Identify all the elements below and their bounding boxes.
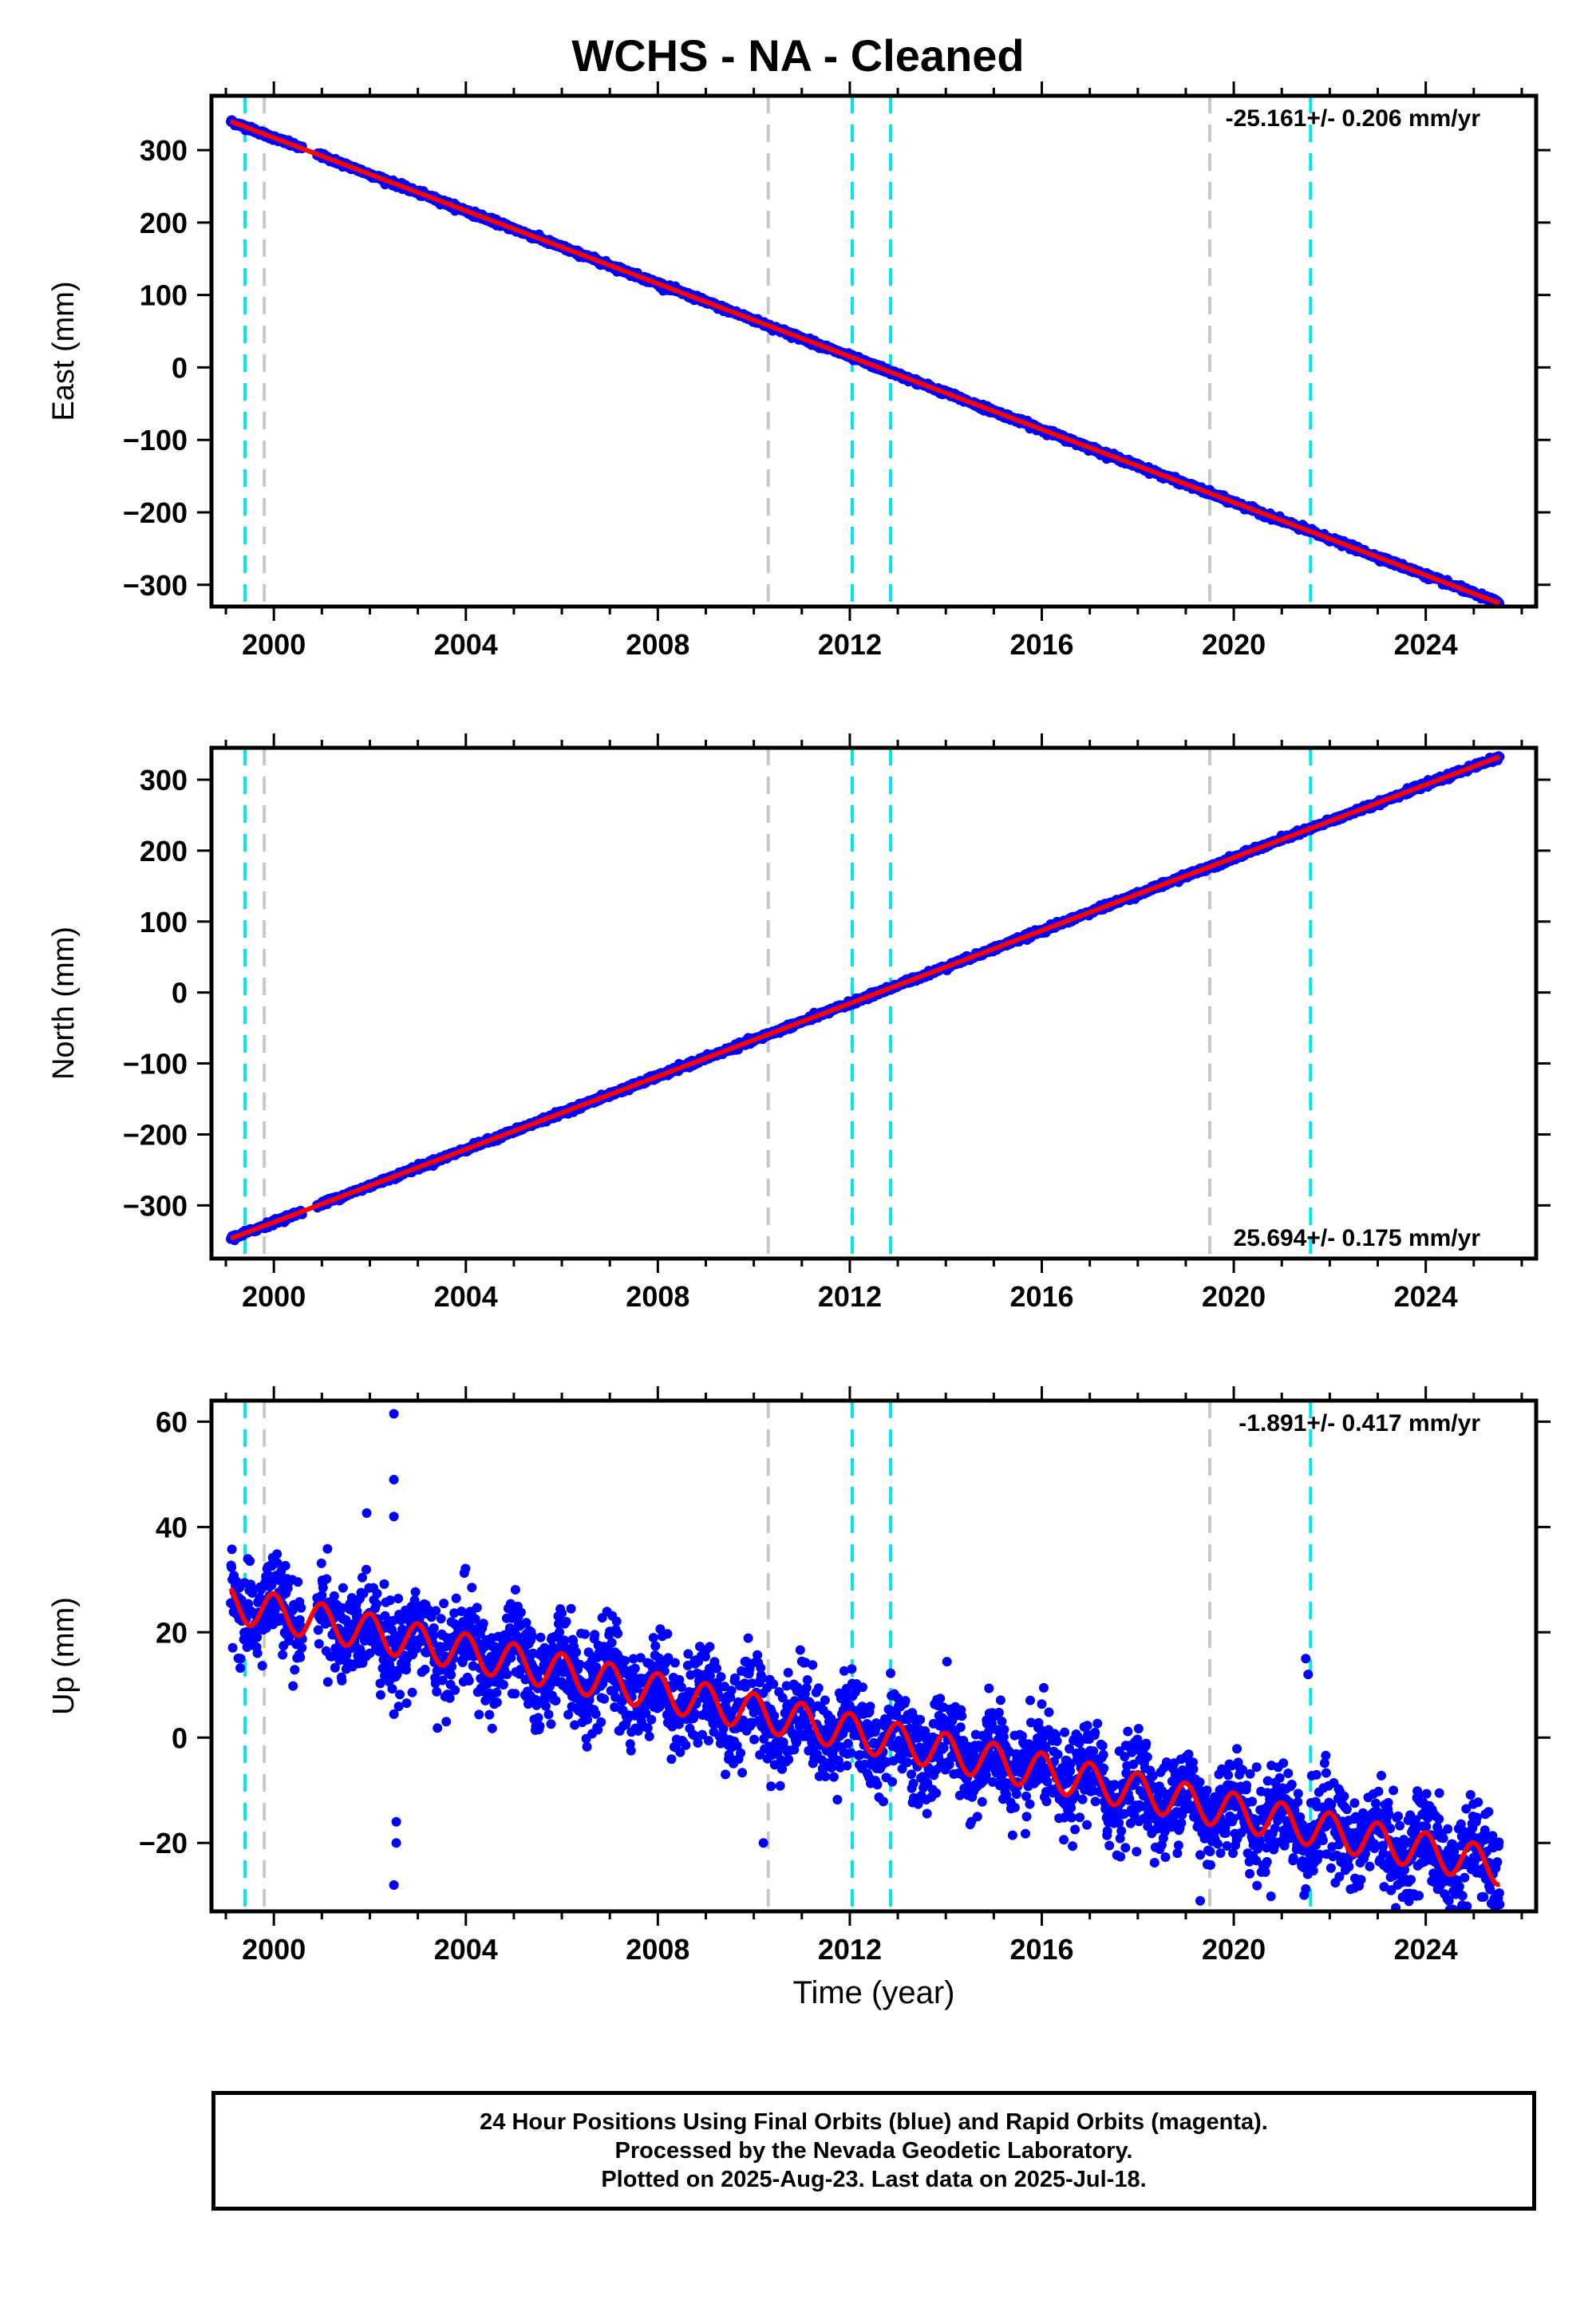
- y-tick-label: 100: [140, 279, 188, 312]
- chart-title: WCHS - NA - Cleaned: [571, 30, 1025, 81]
- y-tick-label: 200: [140, 207, 188, 239]
- x-tick-label: 2016: [1009, 628, 1073, 661]
- y-tick-label: −100: [123, 424, 188, 456]
- east-axis-title: East (mm): [47, 281, 81, 421]
- east-rate-label: -25.161+/- 0.206 mm/yr: [1226, 105, 1481, 132]
- plot-frame: [209, 93, 1539, 609]
- x-tick-label: 2000: [242, 628, 306, 661]
- x-tick-label: 2020: [1202, 628, 1266, 661]
- y-tick-label: −300: [123, 569, 188, 602]
- x-tick-label: 2008: [626, 628, 689, 661]
- x-tick-label: 2004: [434, 628, 498, 661]
- x-tick-label: 2024: [1394, 628, 1458, 661]
- east-panel: 2000 2004 2008 2012 2016 2020 2024−300−200−100…: [47, 81, 1551, 661]
- y-tick-label: 300: [140, 134, 188, 167]
- north-panel: 2000 2004 2008 2012 2016 2020 2024−300−200−100…: [47, 733, 1551, 1313]
- y-tick-label: −200: [123, 496, 188, 529]
- y-tick-label: 0: [172, 351, 188, 384]
- x-tick-label: 2012: [818, 628, 882, 661]
